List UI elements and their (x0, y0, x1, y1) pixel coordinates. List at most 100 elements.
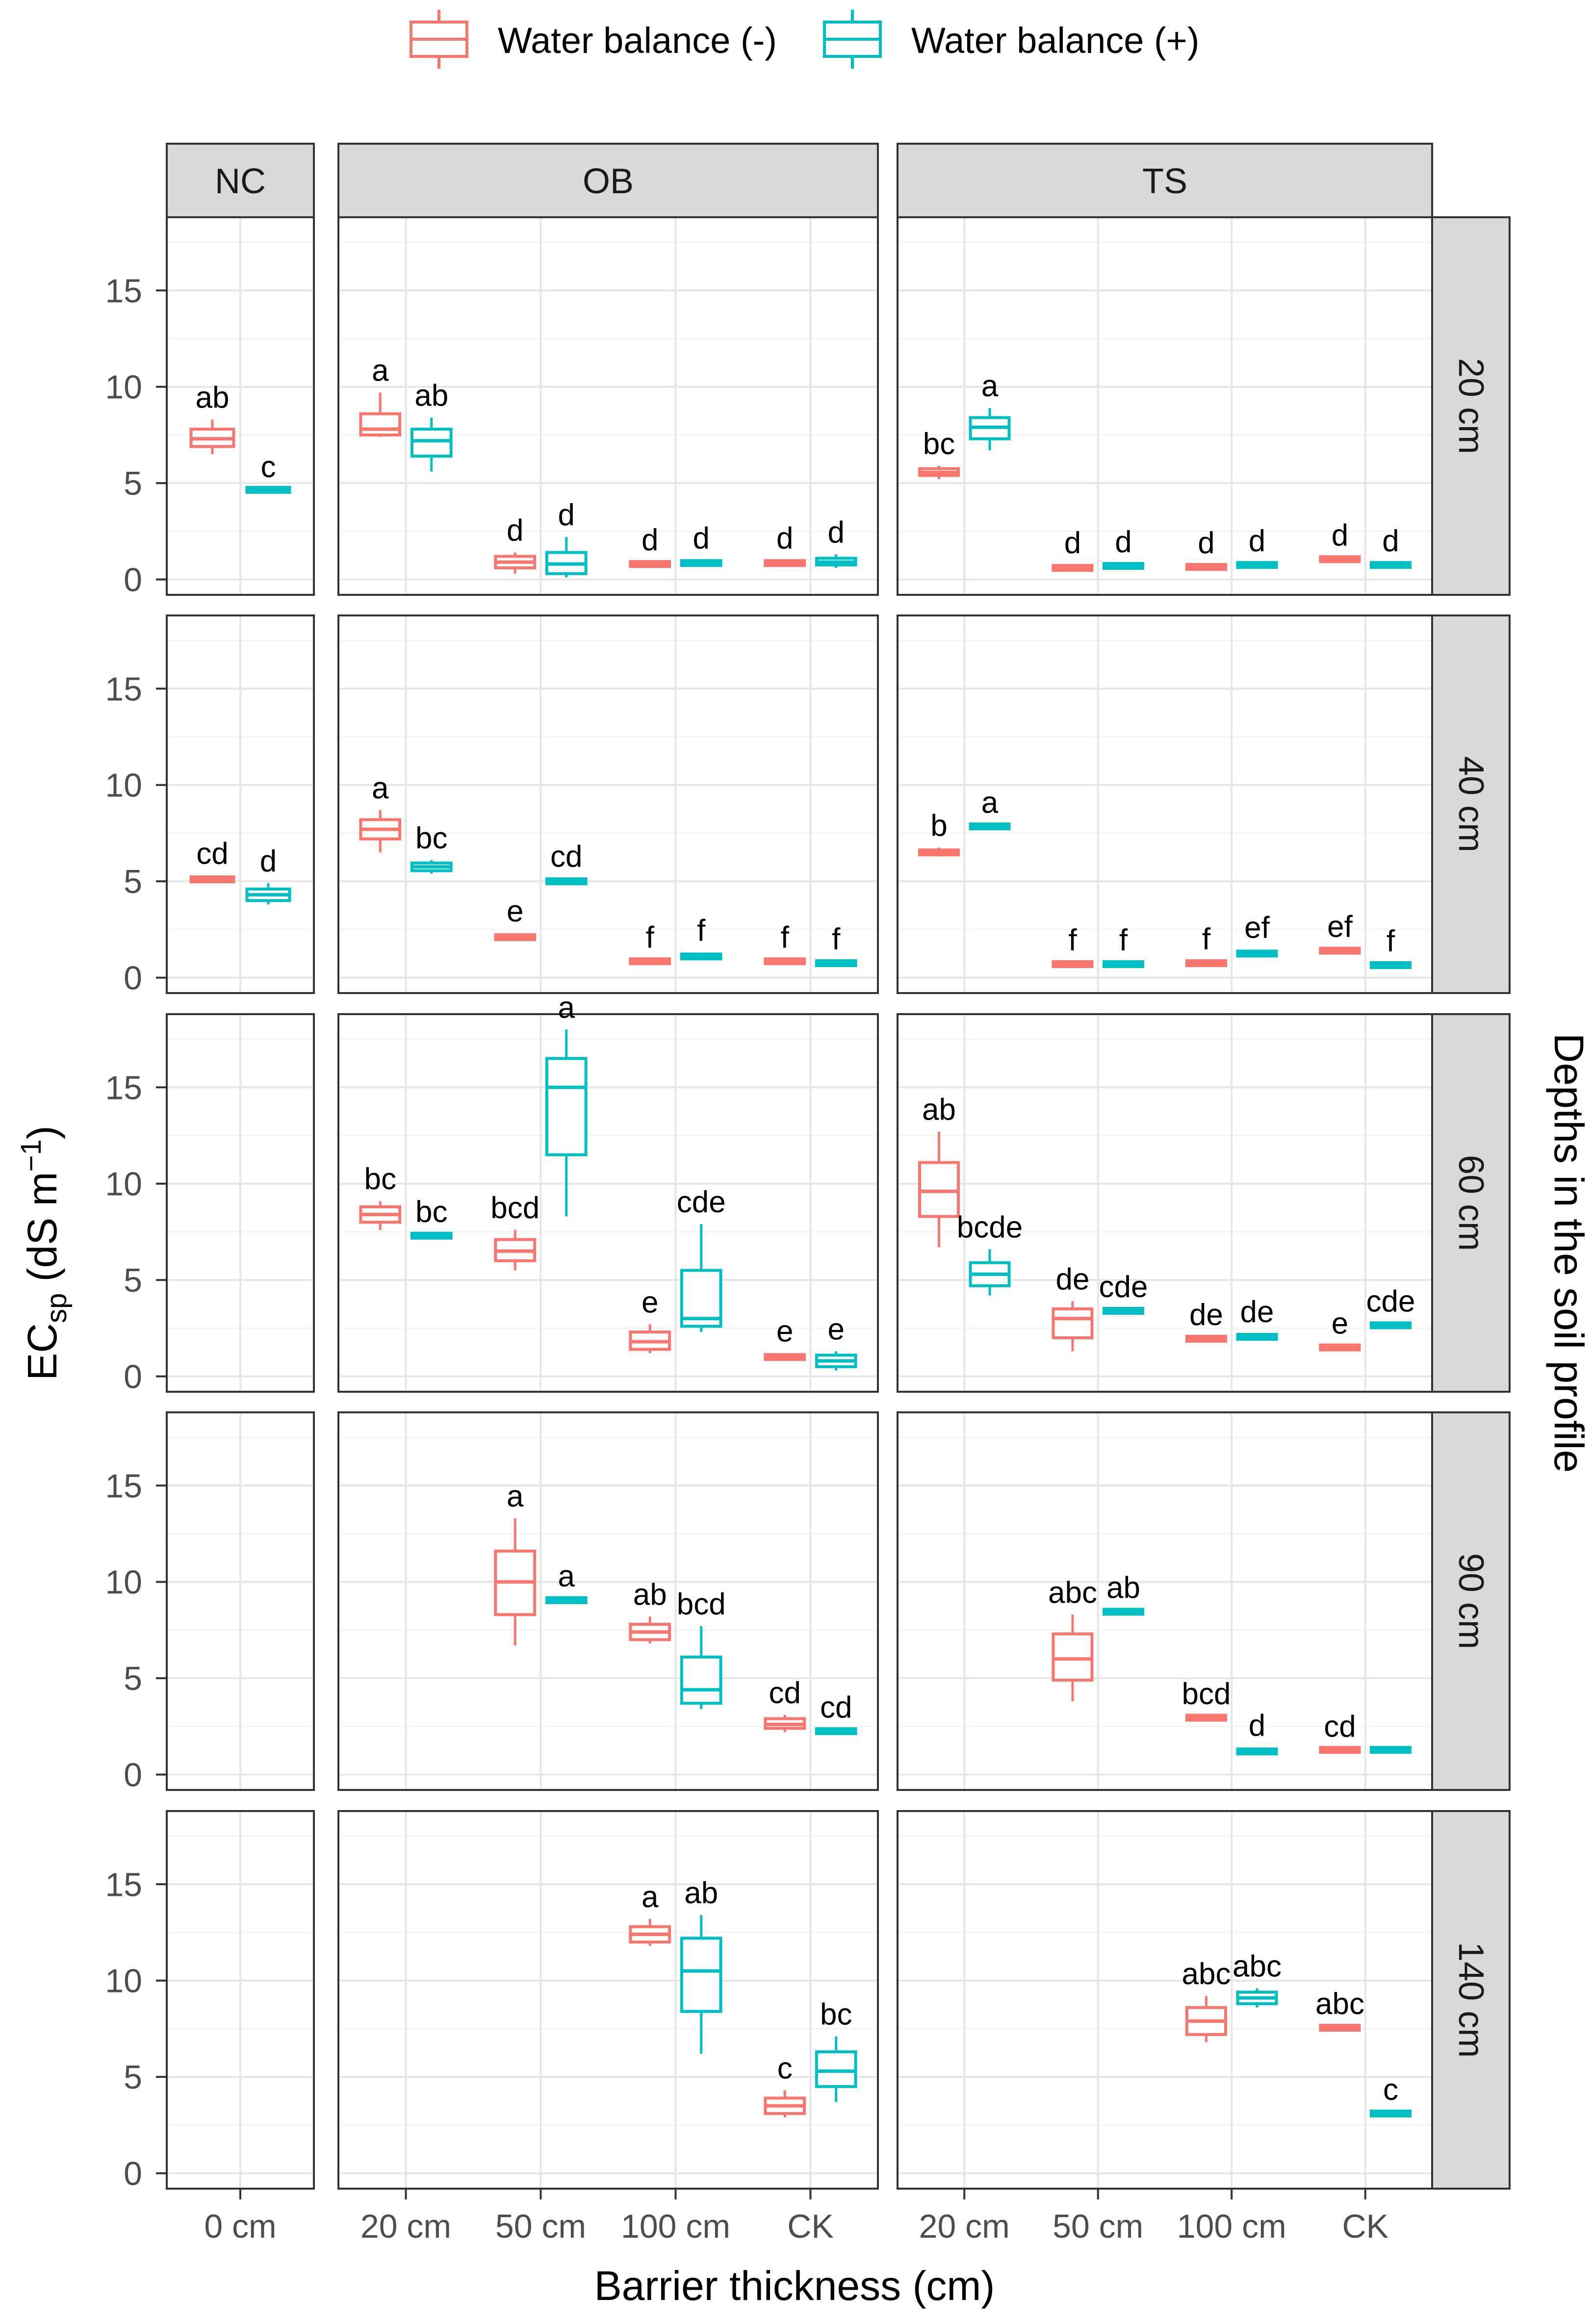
column-strip-background (897, 143, 1433, 218)
panel-r4-c1 (337, 1810, 879, 2190)
panel-r0-c1 (337, 216, 879, 596)
y-tick-label: 5 (124, 2059, 142, 2096)
y-tick-label: 0 (124, 562, 142, 599)
boxplot-r3-c1-1-g0: a (494, 1480, 537, 1646)
box-body (410, 428, 453, 458)
boxplot-r0-c1-1-g0: d (494, 514, 537, 574)
significance-label: cd (550, 840, 582, 873)
significance-label: a (372, 771, 389, 805)
boxplot-r0-c0-0-g0: ab (189, 381, 235, 455)
x-tick-label: 0 cm (204, 2208, 276, 2245)
boxplot-r0-c0-0-g1: c (245, 450, 291, 494)
legend-key-negative (410, 10, 468, 69)
panel-border (337, 1810, 879, 2190)
significance-label: ef (1244, 911, 1270, 945)
significance-label: e (507, 894, 523, 928)
boxplot-r4-c1-2-g0: a (629, 1880, 671, 1946)
column-strip-label: OB (583, 162, 634, 201)
y-tick-label: 10 (105, 1963, 142, 2000)
boxplot-r2-c2-3-g1: cde (1366, 1285, 1415, 1329)
y-tick-label: 0 (124, 1757, 142, 1794)
boxplot-r1-c2-3-g1: f (1370, 924, 1412, 970)
panel-background (338, 1412, 878, 1790)
significance-label: e (828, 1313, 845, 1347)
column-strip-0: NC (166, 143, 315, 218)
boxplot-r4-c1-2-g1: ab (680, 1876, 722, 2054)
row-strip-label: 40 cm (1451, 756, 1490, 852)
boxplot-r1-c2-0-g1: a (969, 786, 1011, 831)
significance-label: d (1115, 525, 1131, 559)
significance-label: ab (196, 381, 230, 415)
boxplot-r0-c2-2-g1: d (1236, 524, 1278, 569)
significance-label: ab (414, 379, 448, 413)
row-strip-background (1431, 1013, 1511, 1393)
y-tick-label: 10 (105, 767, 142, 804)
boxplot-r1-c1-3-g1: f (815, 922, 857, 968)
significance-label: abc (1181, 1957, 1231, 1991)
boxplot-r3-c2-2-g0: bcd (1181, 1677, 1231, 1722)
panel-border (337, 1411, 879, 1791)
boxplot-r1-c0-0-g1: d (245, 844, 291, 905)
boxplot-r2-c1-1-g0: bcd (490, 1191, 539, 1271)
significance-label: ab (922, 1093, 956, 1127)
boxplot-r0-c2-3-g0: d (1319, 518, 1361, 563)
significance-label: f (832, 922, 841, 956)
boxplot-r0-c2-2-g0: d (1185, 526, 1227, 571)
panel-border (337, 614, 879, 994)
boxplot-r0-c2-0-g0: bc (918, 427, 960, 480)
x-tick-label: CK (787, 2208, 833, 2245)
significance-label: c (1383, 2073, 1398, 2107)
boxplot-r1-c2-0-g0: b (918, 809, 960, 857)
row-strip-background (1431, 614, 1511, 994)
significance-label: a (981, 369, 999, 403)
significance-label: e (776, 1314, 793, 1348)
x-tick-label: 20 cm (919, 2208, 1010, 2245)
significance-label: d (558, 498, 575, 532)
x-tick-label: 50 cm (1053, 2208, 1143, 2245)
significance-label: cde (1099, 1270, 1148, 1304)
panel-background (338, 1014, 878, 1392)
significance-label: a (558, 991, 575, 1024)
significance-label: cd (196, 837, 228, 870)
column-strip-1: OB (337, 143, 879, 218)
panel-background (898, 1412, 1432, 1790)
significance-label: abc (1048, 1576, 1097, 1610)
x-tick-label: 50 cm (495, 2208, 586, 2245)
boxplot-r4-c2-3-g1: c (1370, 2073, 1412, 2118)
row-strip-label: 20 cm (1451, 358, 1490, 454)
legend-label-positive: Water balance (+) (911, 20, 1199, 61)
significance-label: d (828, 516, 845, 550)
significance-label: a (558, 1559, 575, 1593)
boxplot-r0-c1-3-g0: d (764, 521, 806, 567)
significance-label: de (1055, 1262, 1089, 1296)
boxplot-r3-c2-1-g0: abc (1048, 1576, 1097, 1702)
panel-r4-c0 (166, 1810, 315, 2190)
boxplot-r1-c2-2-g1: ef (1236, 911, 1278, 958)
panel-background (338, 217, 878, 595)
boxplot-r0-c1-0-g1: ab (410, 379, 453, 472)
x-axis-title: Barrier thickness (cm) (594, 2263, 995, 2309)
boxplot-r2-c1-0-g1: bc (410, 1195, 453, 1240)
boxplot-r3-c1-2-g0: ab (629, 1578, 671, 1644)
boxplot-r3-c1-3-g0: cd (764, 1676, 806, 1733)
x-tick-label: CK (1342, 2208, 1388, 2245)
column-strip-label: NC (215, 162, 266, 201)
panel-r4-c2 (897, 1810, 1433, 2190)
boxplot-r2-c2-0-g0: ab (918, 1093, 960, 1248)
y-tick-label: 10 (105, 1166, 142, 1203)
panel-r3-c1 (337, 1411, 879, 1791)
boxplot-r0-c2-1-g0: d (1052, 526, 1094, 572)
significance-label: f (781, 920, 790, 954)
box-body (545, 1057, 588, 1156)
boxplot-r0-c1-3-g1: d (815, 516, 857, 568)
boxplot-r3-c2-2-g1: d (1236, 1709, 1278, 1756)
y-axis-title-main: EC (19, 1323, 65, 1380)
y-tick-label: 5 (124, 1660, 142, 1697)
panel-background (898, 1014, 1432, 1392)
panel-background (898, 217, 1432, 595)
y-axis-title: ECsp (dS m−1) (15, 1125, 73, 1380)
boxplot-r3-c2-3-g1 (1370, 1746, 1412, 1754)
boxplot-r1-c1-3-g0: f (764, 920, 806, 966)
y-axis-title-close: ) (19, 1125, 65, 1139)
